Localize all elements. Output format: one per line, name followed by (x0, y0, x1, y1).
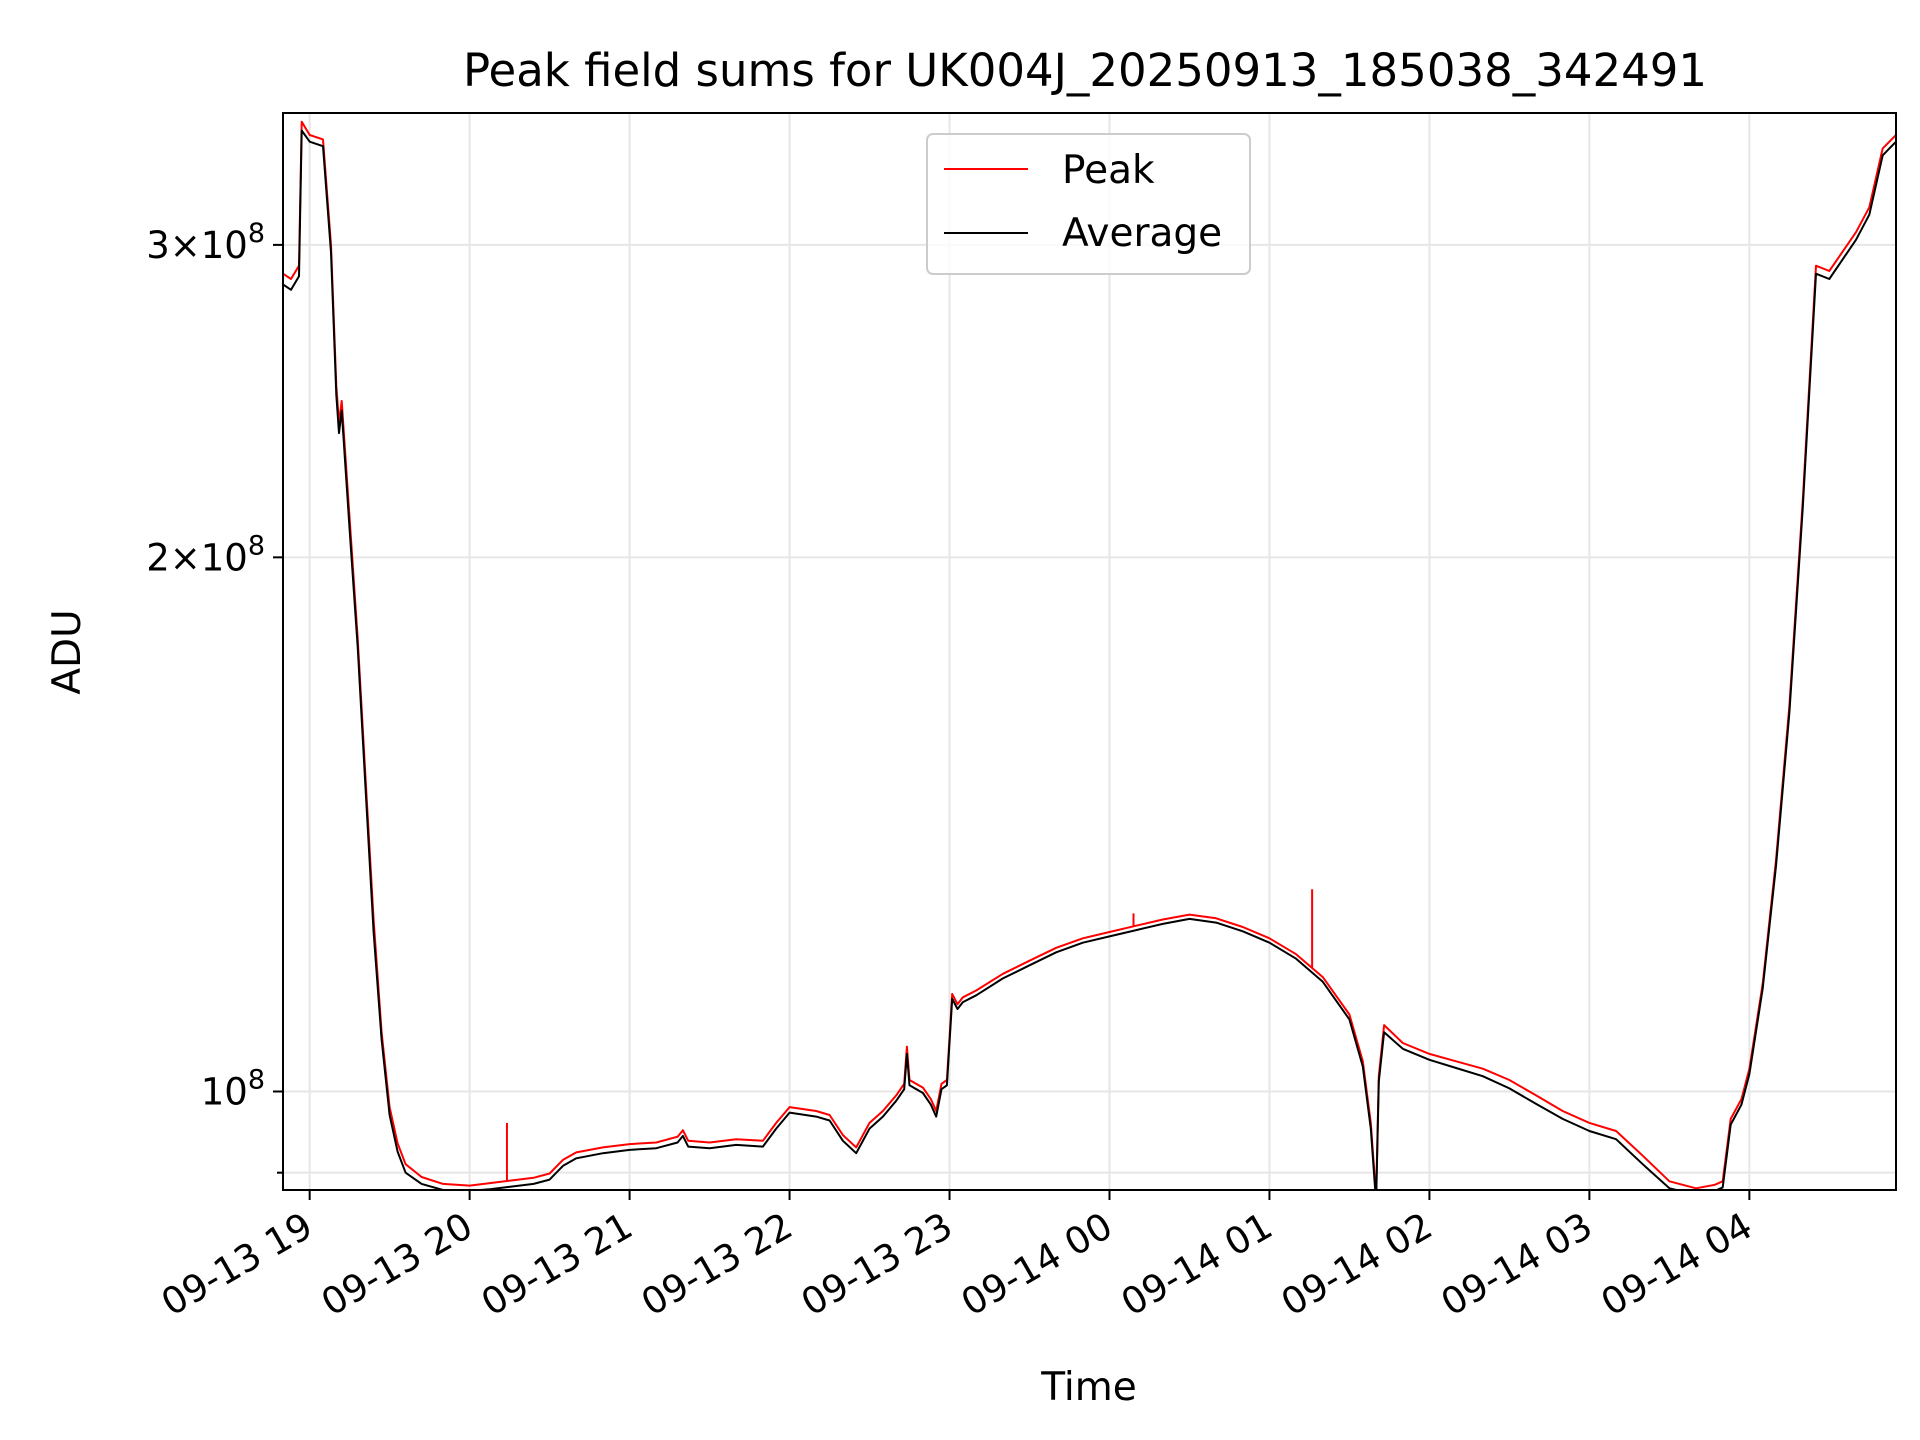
y-axis-ticks: 108 2×108 3×108 (146, 218, 283, 1174)
peak-spikes (505, 889, 1314, 1182)
legend-label-peak: Peak (1062, 148, 1155, 193)
chart-title: Peak field sums for UK004J_20250913_1850… (463, 44, 1707, 97)
series-line-peak (283, 120, 1896, 1190)
y-tick-label: 108 (201, 1064, 265, 1113)
y-tick-label: 3×108 (146, 218, 265, 267)
x-axis-label: Time (1040, 1365, 1136, 1410)
grid (283, 113, 1896, 1190)
legend-label-average: Average (1062, 211, 1222, 256)
series-line-average (283, 129, 1896, 1190)
plot-frame (282, 112, 1897, 1191)
y-axis-label: ADU (45, 609, 90, 694)
legend: Peak Average (926, 133, 1251, 275)
y-tick-label: 2×108 (146, 530, 265, 579)
